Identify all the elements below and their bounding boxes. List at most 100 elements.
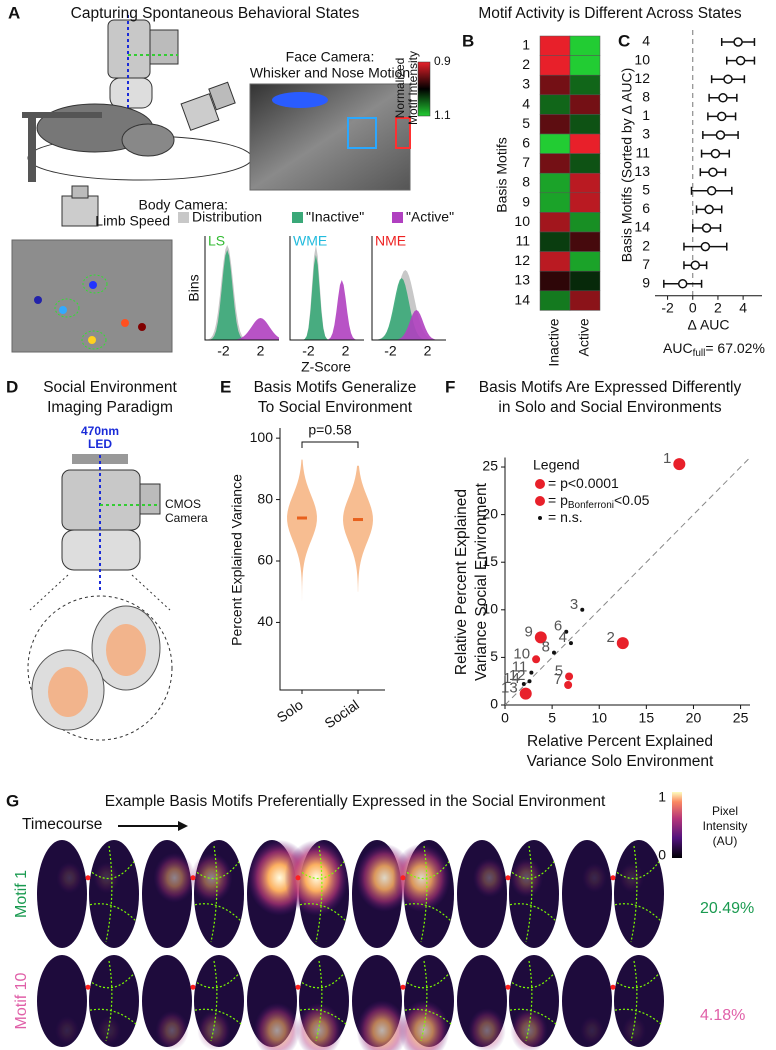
heatmap-cell: [569, 172, 601, 194]
x-tick-label: 4: [739, 300, 747, 316]
bregma: [505, 875, 511, 881]
histogram-name: LS: [208, 233, 225, 249]
y-tick-label: 10: [634, 51, 650, 67]
label: (AU): [713, 834, 738, 848]
illustration-d: [27, 454, 173, 741]
legend-label: Distribution: [192, 209, 262, 225]
bregma: [400, 984, 406, 990]
point: [616, 637, 629, 650]
brain-activity: [155, 1010, 189, 1050]
label: Whisker and Nose Motion: [250, 65, 410, 81]
label: Pixel: [712, 804, 738, 818]
x-tick-label: Solo: [274, 696, 306, 725]
x-tick-label: 10: [591, 710, 607, 726]
point: [521, 682, 526, 687]
panel-title: Capturing Spontaneous Behavioral States: [71, 5, 360, 22]
x-tick-label: 2: [424, 343, 432, 359]
point-label: 13: [501, 680, 518, 697]
y-tick-label: 14: [634, 219, 650, 235]
heatmap-cell: [569, 231, 601, 252]
bregma: [610, 984, 616, 990]
identity-line: [504, 457, 751, 706]
brain-activity: [56, 861, 83, 894]
row-label: 5: [522, 115, 530, 131]
heatmap-cell: [539, 114, 571, 135]
violin: [287, 459, 317, 601]
brain-atlas: [89, 960, 137, 1042]
heatmap-cell: [539, 35, 571, 56]
y-tick-label: 7: [642, 256, 650, 272]
axis-label: Basis Motifs: [494, 137, 510, 212]
legend-marker: [535, 496, 545, 506]
point-label: 1: [663, 450, 671, 467]
label: Body Camera:: [139, 197, 228, 213]
y-tick-label: 9: [642, 275, 650, 291]
column-label: Inactive: [546, 318, 562, 366]
heatmap-cell: [539, 212, 571, 233]
row-label: Motif 1: [13, 870, 30, 918]
bregma: [610, 875, 616, 881]
row-label: Motif 10: [13, 972, 30, 1029]
axis: [289, 236, 364, 341]
legend-label: = p<0.0001: [548, 475, 619, 491]
point: [700, 241, 711, 252]
point-label: 9: [524, 623, 532, 640]
legend-label: "Active": [406, 209, 454, 225]
brain-activity: [472, 858, 507, 898]
bregma: [85, 875, 91, 881]
brain-atlas: [404, 845, 452, 943]
y-tick-label: 40: [257, 613, 273, 629]
brain-activity: [468, 1008, 506, 1050]
brain-activity: [190, 852, 233, 903]
y-tick-label: 4: [642, 33, 650, 49]
histogram-name: WME: [293, 233, 327, 249]
x-tick-label: 0: [501, 710, 509, 726]
legend-label: = n.s.: [548, 509, 583, 525]
row-label: 4: [522, 95, 530, 111]
point: [527, 679, 532, 684]
point-label: 5: [555, 662, 563, 679]
note-part: = 67.02%: [705, 340, 765, 356]
panel-letter: F: [445, 377, 455, 396]
x-tick-label: -2: [661, 300, 674, 316]
panel-letter: D: [6, 377, 18, 396]
legend-label: = pBonferroni<0.05: [548, 492, 650, 511]
axis-label: Variance Solo Environment: [527, 753, 714, 770]
axis-label: Bins: [186, 274, 202, 301]
legend-label: "Inactive": [306, 209, 364, 225]
point: [701, 223, 712, 233]
x-tick-label: 2: [257, 343, 265, 359]
row-percent: 4.18%: [700, 1007, 745, 1024]
colorbar-tick-label: 1: [658, 789, 666, 805]
heatmap-cell: [569, 251, 601, 272]
axis-label: Variance Social Environment: [473, 482, 490, 681]
heatmap-cell: [569, 94, 601, 115]
brain-activity: [96, 1015, 122, 1046]
heatmap-cell: [539, 290, 571, 311]
annotation: p=0.58: [308, 422, 351, 438]
point-label: 2: [606, 629, 614, 646]
brain-atlas: [194, 960, 242, 1042]
brain-activity: [197, 1010, 231, 1050]
row-label: 2: [522, 56, 530, 72]
brain-atlas: [299, 845, 347, 943]
brain-activity: [392, 843, 451, 912]
row-label: 7: [522, 154, 530, 170]
brain-activity: [284, 839, 349, 916]
point: [690, 260, 701, 270]
point: [723, 74, 733, 84]
label: Intensity: [703, 819, 748, 833]
x-tick-label: 25: [733, 710, 749, 726]
bregma: [85, 984, 91, 990]
colorbar-label: Motif Intensity: [406, 51, 420, 125]
heatmap-cell: [569, 133, 601, 154]
colorbar-label: Normalized: [393, 58, 407, 119]
heatmap-cell: [539, 172, 571, 194]
bregma: [295, 984, 301, 990]
point: [565, 672, 574, 681]
label: Timecourse: [22, 816, 102, 833]
panel-title: To Social Environment: [258, 399, 413, 416]
brain-atlas: [89, 845, 137, 943]
brain-activity: [579, 1015, 605, 1046]
